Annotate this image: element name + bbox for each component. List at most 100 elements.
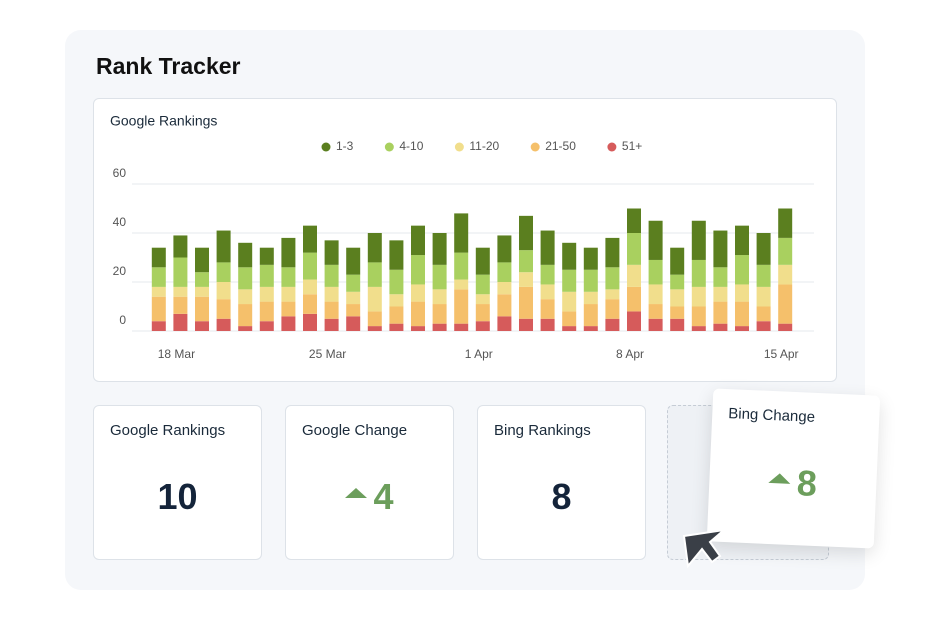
bar-segment xyxy=(670,306,685,319)
bar-segment xyxy=(303,313,317,331)
stat-card[interactable]: Bing Change 8 xyxy=(706,388,881,549)
bar-segment xyxy=(281,316,296,331)
bar-segment xyxy=(195,272,209,287)
bar-segment xyxy=(670,289,685,307)
bar-segment xyxy=(519,286,533,319)
x-tick-label: 25 Mar xyxy=(309,347,346,361)
bar-segment xyxy=(411,284,425,302)
card-value-wrap: 8 xyxy=(709,458,878,507)
bar-segment xyxy=(713,286,728,302)
bar-segment xyxy=(562,311,577,327)
bar-segment xyxy=(303,279,317,295)
bar-segment xyxy=(346,247,361,275)
bar-segment xyxy=(454,252,469,280)
legend-label: 4-10 xyxy=(399,139,423,153)
bar-segment xyxy=(238,242,253,268)
bar-segment xyxy=(778,323,793,331)
bar-segment xyxy=(735,255,749,285)
bar-segment xyxy=(583,304,598,327)
bar-segment xyxy=(735,301,749,327)
bar-segment xyxy=(281,267,296,287)
legend-swatch xyxy=(530,142,540,152)
bar-segment xyxy=(324,301,339,319)
card-title: Bing Rankings xyxy=(494,422,591,439)
bar-segment xyxy=(195,286,209,297)
legend-swatch xyxy=(384,142,394,152)
card-value: 8 xyxy=(551,476,572,517)
bar-segment xyxy=(151,321,166,331)
bar-segment xyxy=(259,264,274,287)
up-icon xyxy=(768,473,792,485)
bar-segment xyxy=(367,262,382,287)
bar-segment xyxy=(605,289,620,300)
legend-swatch xyxy=(321,142,331,152)
bar-segment xyxy=(648,318,663,331)
bar-segment xyxy=(432,289,447,305)
bar-segment xyxy=(540,318,555,331)
bar-segment xyxy=(756,233,771,265)
chart-card: Google Rankings 0 20 40 60 1-3 4-10 11-20 21-50… xyxy=(93,98,837,382)
bar-segment xyxy=(238,267,253,290)
x-tick-label: 8 Apr xyxy=(616,347,644,361)
bar-segment xyxy=(519,272,533,287)
bar-segment xyxy=(432,323,447,331)
bar-segment xyxy=(432,264,447,290)
bar-segment xyxy=(346,291,361,305)
card-value-wrap: 4 xyxy=(286,476,453,518)
bar-segment xyxy=(627,264,641,287)
bar-segment xyxy=(691,220,706,260)
bar-segment xyxy=(540,299,555,319)
bar-segment xyxy=(411,301,425,327)
bar-segment xyxy=(691,259,706,287)
bar-segment xyxy=(346,274,361,292)
bar-segment xyxy=(173,257,188,287)
cursor xyxy=(682,528,728,569)
bar-segment xyxy=(389,269,404,295)
card-title: Google Rankings xyxy=(110,422,226,439)
bar-segment xyxy=(475,247,490,275)
bar-segment xyxy=(756,286,771,307)
chart-title: Google Rankings xyxy=(110,113,217,129)
bar-segment xyxy=(497,235,512,263)
bar-segment xyxy=(238,304,253,327)
bar-segment xyxy=(778,208,793,238)
bar-segment xyxy=(475,274,490,295)
bar-segment xyxy=(411,326,425,331)
card-title: Bing Change xyxy=(727,405,816,426)
bar-segment xyxy=(540,264,555,285)
bar-segment xyxy=(562,291,577,312)
bar-segment xyxy=(346,316,361,331)
bar-segment xyxy=(691,306,706,327)
bar-segment xyxy=(713,267,728,287)
legend-label: 11-20 xyxy=(469,139,499,153)
bar-segment xyxy=(303,225,317,253)
bar-segment xyxy=(627,208,641,233)
legend-swatch xyxy=(607,142,617,152)
card-value: 4 xyxy=(373,476,394,517)
bar-segment xyxy=(389,294,404,307)
bar-segment xyxy=(475,294,490,305)
bar-segment xyxy=(778,264,793,285)
bar-segment xyxy=(583,291,598,305)
bar-segment xyxy=(216,282,231,300)
bar-segment xyxy=(259,247,274,265)
bar-segment xyxy=(389,323,404,331)
card-title: Google Change xyxy=(302,422,408,439)
card-value: 8 xyxy=(795,462,818,505)
y-tick-label: 0 xyxy=(119,313,126,327)
bar-segment xyxy=(497,316,512,331)
bar-segment xyxy=(648,220,663,260)
y-tick-label: 60 xyxy=(113,166,127,180)
bar-segment xyxy=(778,284,793,324)
bar-segment xyxy=(778,237,793,265)
bar-segment xyxy=(324,264,339,287)
bar-segment xyxy=(259,321,274,331)
bar-segment xyxy=(367,326,382,331)
bar-segment xyxy=(432,304,447,324)
bar-segment xyxy=(303,294,317,314)
bar-segment xyxy=(562,326,577,331)
bar-segment xyxy=(648,259,663,285)
bar-segment xyxy=(346,304,361,317)
bar-segment xyxy=(367,311,382,327)
y-tick-label: 40 xyxy=(113,215,127,229)
